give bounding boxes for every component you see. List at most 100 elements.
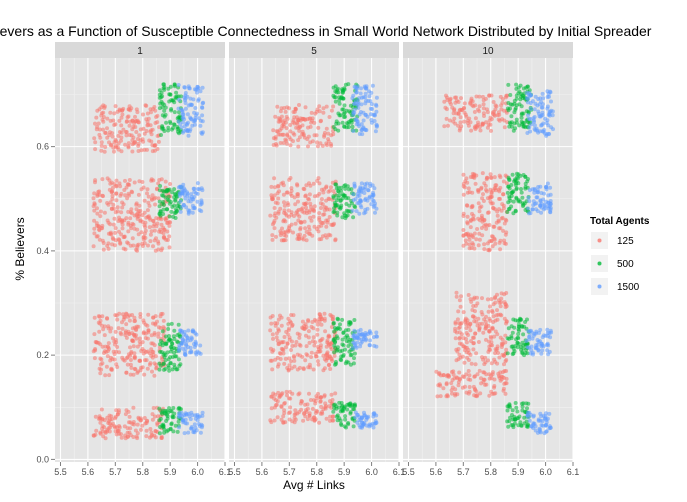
point-125 <box>301 367 306 372</box>
point-125 <box>454 294 459 299</box>
point-125 <box>463 238 468 243</box>
point-1500 <box>368 184 373 189</box>
point-500 <box>345 407 350 412</box>
point-1500 <box>527 418 532 423</box>
point-125 <box>284 190 289 195</box>
point-500 <box>348 320 353 325</box>
point-125 <box>282 106 287 110</box>
point-125 <box>328 367 333 371</box>
point-125 <box>286 332 291 337</box>
point-125 <box>451 119 456 124</box>
point-500 <box>344 359 349 364</box>
point-500 <box>157 199 162 204</box>
point-125 <box>470 203 475 208</box>
point-125 <box>486 349 491 354</box>
point-125 <box>112 342 117 347</box>
point-1500 <box>536 111 541 116</box>
point-1500 <box>350 208 355 213</box>
point-125 <box>495 308 499 313</box>
point-500 <box>167 214 172 219</box>
x-tick-label: 5.9 <box>338 467 351 477</box>
point-125 <box>494 348 499 353</box>
point-125 <box>479 381 484 386</box>
point-1500 <box>192 122 197 127</box>
point-125 <box>101 194 105 199</box>
point-500 <box>337 405 342 410</box>
point-125 <box>305 402 310 407</box>
point-500 <box>335 418 340 423</box>
point-125 <box>483 183 488 188</box>
point-500 <box>344 425 348 430</box>
point-125 <box>119 135 124 140</box>
point-500 <box>165 350 170 355</box>
point-125 <box>456 309 461 314</box>
point-125 <box>132 315 137 320</box>
point-125 <box>471 304 476 308</box>
point-125 <box>279 404 284 409</box>
point-500 <box>157 95 162 100</box>
point-125 <box>156 196 161 201</box>
point-125 <box>489 336 494 341</box>
point-125 <box>275 104 280 109</box>
point-125 <box>308 124 313 129</box>
point-125 <box>97 329 102 334</box>
point-500 <box>161 212 166 216</box>
point-125 <box>315 140 320 145</box>
point-125 <box>101 327 106 332</box>
point-125 <box>468 328 473 333</box>
point-500 <box>336 317 341 322</box>
point-125 <box>99 367 104 372</box>
point-125 <box>296 138 301 143</box>
point-500 <box>332 406 337 411</box>
point-125 <box>312 317 317 322</box>
point-125 <box>100 426 105 431</box>
point-125 <box>451 369 456 374</box>
facet-strip <box>403 42 573 58</box>
point-500 <box>170 204 175 209</box>
point-500 <box>340 192 345 197</box>
point-125 <box>326 196 331 201</box>
point-125 <box>276 184 281 189</box>
point-125 <box>276 196 281 201</box>
point-1500 <box>527 335 531 339</box>
point-1500 <box>374 103 379 108</box>
point-1500 <box>544 429 549 434</box>
point-125 <box>478 128 483 133</box>
point-500 <box>170 367 175 372</box>
point-125 <box>302 411 307 416</box>
point-125 <box>310 417 315 422</box>
point-1500 <box>188 115 193 120</box>
point-125 <box>445 374 449 379</box>
point-125 <box>280 340 285 345</box>
point-125 <box>324 104 329 109</box>
point-125 <box>102 210 107 215</box>
point-125 <box>153 322 158 327</box>
point-125 <box>153 354 158 359</box>
point-500 <box>176 357 181 362</box>
point-125 <box>98 371 103 376</box>
point-125 <box>132 355 137 360</box>
point-125 <box>322 208 327 213</box>
point-125 <box>295 331 300 336</box>
point-125 <box>110 185 115 190</box>
point-125 <box>143 228 148 233</box>
point-125 <box>489 117 494 122</box>
point-1500 <box>366 414 371 419</box>
y-tick-label: 0.2 <box>36 350 49 360</box>
point-500 <box>346 421 351 425</box>
point-125 <box>127 420 131 425</box>
point-125 <box>456 380 461 385</box>
point-125 <box>504 321 508 326</box>
point-1500 <box>548 192 553 197</box>
point-125 <box>98 356 103 361</box>
point-125 <box>495 292 499 297</box>
point-125 <box>136 214 141 219</box>
point-125 <box>273 114 278 119</box>
point-1500 <box>544 185 549 190</box>
point-125 <box>470 216 475 221</box>
point-500 <box>516 342 521 346</box>
point-1500 <box>544 423 548 428</box>
point-1500 <box>531 413 536 418</box>
point-500 <box>158 425 163 429</box>
x-tick-label: 6.1 <box>393 467 406 477</box>
